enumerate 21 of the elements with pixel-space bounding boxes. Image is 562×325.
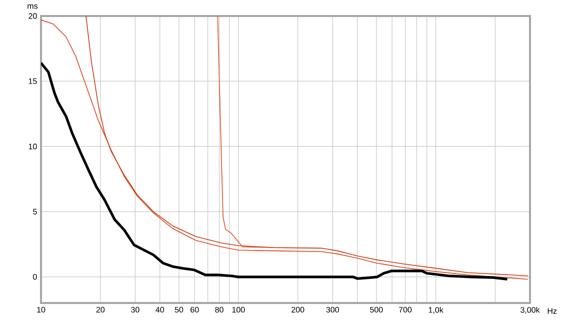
x-tick-label: 500 (370, 306, 383, 313)
y-tick-label: 0 (33, 274, 37, 280)
x-tick-label: 60 (190, 306, 199, 313)
x-axis-title: Hz (548, 308, 557, 314)
y-axis-title: ms (28, 4, 38, 9)
x-tick-label: 700 (398, 306, 412, 313)
x-tick-label: 40 (156, 306, 164, 313)
x-tick-label: 300 (326, 306, 339, 313)
y-tick-label: 15 (28, 78, 37, 84)
x-tick-label: 3,00k (520, 306, 540, 314)
x-tick-label: 1,0k (428, 306, 444, 314)
y-tick-label: 5 (33, 208, 37, 214)
x-tick-label: 50 (174, 306, 184, 313)
x-tick-label: 100 (232, 306, 245, 313)
y-tick-label: 10 (28, 144, 37, 150)
x-tick-label: 30 (131, 306, 140, 313)
y-tick-label: 20 (28, 13, 37, 19)
x-tick-label: 200 (292, 306, 304, 313)
x-tick-label: 10 (37, 306, 46, 313)
x-tick-label: 20 (96, 306, 105, 313)
x-tick-label: 80 (215, 306, 224, 313)
